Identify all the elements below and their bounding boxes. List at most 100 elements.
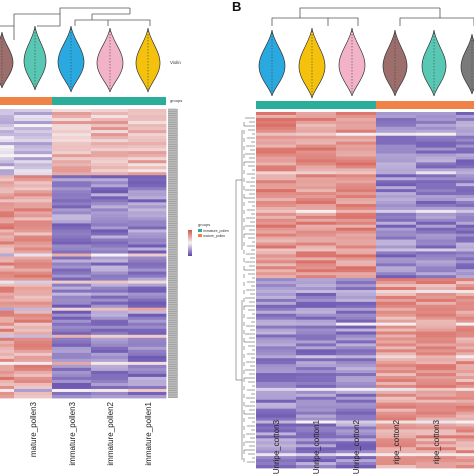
- heatmap-cell: [296, 465, 337, 469]
- heatmap-cell: [456, 260, 474, 264]
- heatmap-cell: [296, 307, 337, 312]
- heatmap-cell: [416, 399, 457, 404]
- heatmap-cell: [296, 117, 337, 122]
- heatmap-cell: [91, 310, 129, 315]
- heatmap-cell: [91, 367, 129, 372]
- heatmap-cell: [296, 260, 337, 264]
- heatmap-cell: [0, 199, 15, 203]
- heatmap-cell: [336, 376, 377, 380]
- heatmap-cell: [256, 429, 297, 433]
- heatmap-cell: [336, 135, 377, 140]
- heatmap-cell: [376, 239, 417, 243]
- heatmap-cell: [128, 286, 167, 291]
- heatmap-cell: [256, 290, 297, 294]
- heatmap-cell: [52, 325, 92, 330]
- heatmap-cell: [336, 221, 377, 226]
- heatmap-cell: [416, 153, 457, 157]
- heatmap-cell: [14, 196, 53, 200]
- heatmap-cell: [52, 379, 92, 384]
- heatmap-cell: [376, 292, 417, 297]
- heatmap-cell: [336, 269, 377, 273]
- row-dendrogram-lines: [235, 117, 255, 463]
- heatmap-cell: [376, 236, 417, 240]
- heatmap-cell: [256, 313, 297, 318]
- heatmap-cell: [256, 248, 297, 252]
- heatmap-cell: [256, 346, 297, 350]
- heatmap-cell: [376, 393, 417, 398]
- heatmap-cell: [91, 199, 129, 203]
- heatmap-cell: [376, 361, 417, 365]
- heatmap-cell: [52, 130, 92, 134]
- heatmap-cell: [456, 390, 474, 395]
- heatmap-cell: [416, 316, 457, 321]
- heatmap-cell: [376, 322, 417, 326]
- heatmap-cell: [336, 331, 377, 335]
- heatmap-cell: [128, 244, 167, 248]
- heatmap-cell: [91, 319, 129, 324]
- heatmap-cell: [128, 184, 167, 188]
- heatmap-cell: [0, 298, 15, 303]
- heatmap-cell: [14, 250, 53, 254]
- heatmap-cell: [296, 367, 337, 371]
- heatmap-cell: [128, 223, 167, 227]
- heatmap-cell: [416, 393, 457, 398]
- heatmap-cell: [91, 394, 129, 399]
- heatmap-cell: [91, 295, 129, 300]
- heatmap-cell: [416, 340, 457, 344]
- heatmap-cell: [336, 384, 377, 389]
- heatmap-cell: [416, 322, 457, 326]
- heatmap-cell: [416, 417, 457, 421]
- heatmap-cell: [14, 337, 53, 342]
- heatmap-cell: [0, 190, 15, 194]
- heatmap-cell: [296, 147, 337, 151]
- heatmap-cell: [336, 304, 377, 309]
- heatmap-cell: [336, 423, 377, 427]
- heatmap-cell: [456, 328, 474, 332]
- heatmap-cell: [128, 304, 167, 309]
- heatmap-cell: [296, 278, 337, 282]
- heatmap-cell: [456, 227, 474, 232]
- heatmap-cell: [336, 206, 377, 211]
- heatmap-cell: [52, 241, 92, 245]
- heatmap-cell: [14, 202, 53, 206]
- heatmap-cell: [416, 447, 457, 451]
- heatmap-cell: [52, 322, 92, 327]
- heatmap-cell: [336, 278, 377, 282]
- heatmap-cell: [296, 242, 337, 246]
- heatmap-cell: [256, 384, 297, 389]
- heatmap-cell: [296, 441, 337, 445]
- heatmap-cell: [91, 166, 129, 170]
- heatmap-cell: [14, 265, 53, 269]
- heatmap-cell: [128, 364, 167, 369]
- heatmap-cell: [14, 259, 53, 263]
- heatmap-cell: [256, 284, 297, 288]
- heatmap-cell: [52, 172, 92, 176]
- heatmap-cell: [336, 266, 377, 270]
- heatmap-cell: [456, 171, 474, 175]
- heatmap-cell: [456, 361, 474, 365]
- heatmap-cell: [456, 266, 474, 270]
- heatmap-cell: [416, 186, 457, 190]
- heatmap-cell: [91, 361, 129, 366]
- heatmap-cell: [376, 325, 417, 329]
- heatmap-cell: [91, 346, 129, 351]
- heatmap-cell: [0, 370, 15, 375]
- heatmap-cell: [14, 160, 53, 164]
- heatmap-cell: [0, 130, 15, 134]
- heatmap-cell: [416, 263, 457, 267]
- panel-a-column-dendrogram: [0, 7, 151, 40]
- heatmap-cell: [416, 414, 457, 418]
- heatmap-cell: [376, 358, 417, 362]
- heatmap-cell: [52, 226, 92, 230]
- heatmap-cell: [296, 269, 337, 273]
- column-label: Unripe_cotton3: [272, 419, 281, 474]
- heatmap-cell: [296, 417, 337, 421]
- heatmap-cell: [296, 198, 337, 202]
- heatmap-cell: [456, 456, 474, 460]
- heatmap-cell: [91, 238, 129, 242]
- heatmap-cell: [336, 462, 377, 466]
- heatmap-cell: [296, 390, 337, 395]
- heatmap-cell: [91, 334, 129, 339]
- heatmap-cell: [296, 183, 337, 187]
- heatmap-cell: [0, 166, 15, 170]
